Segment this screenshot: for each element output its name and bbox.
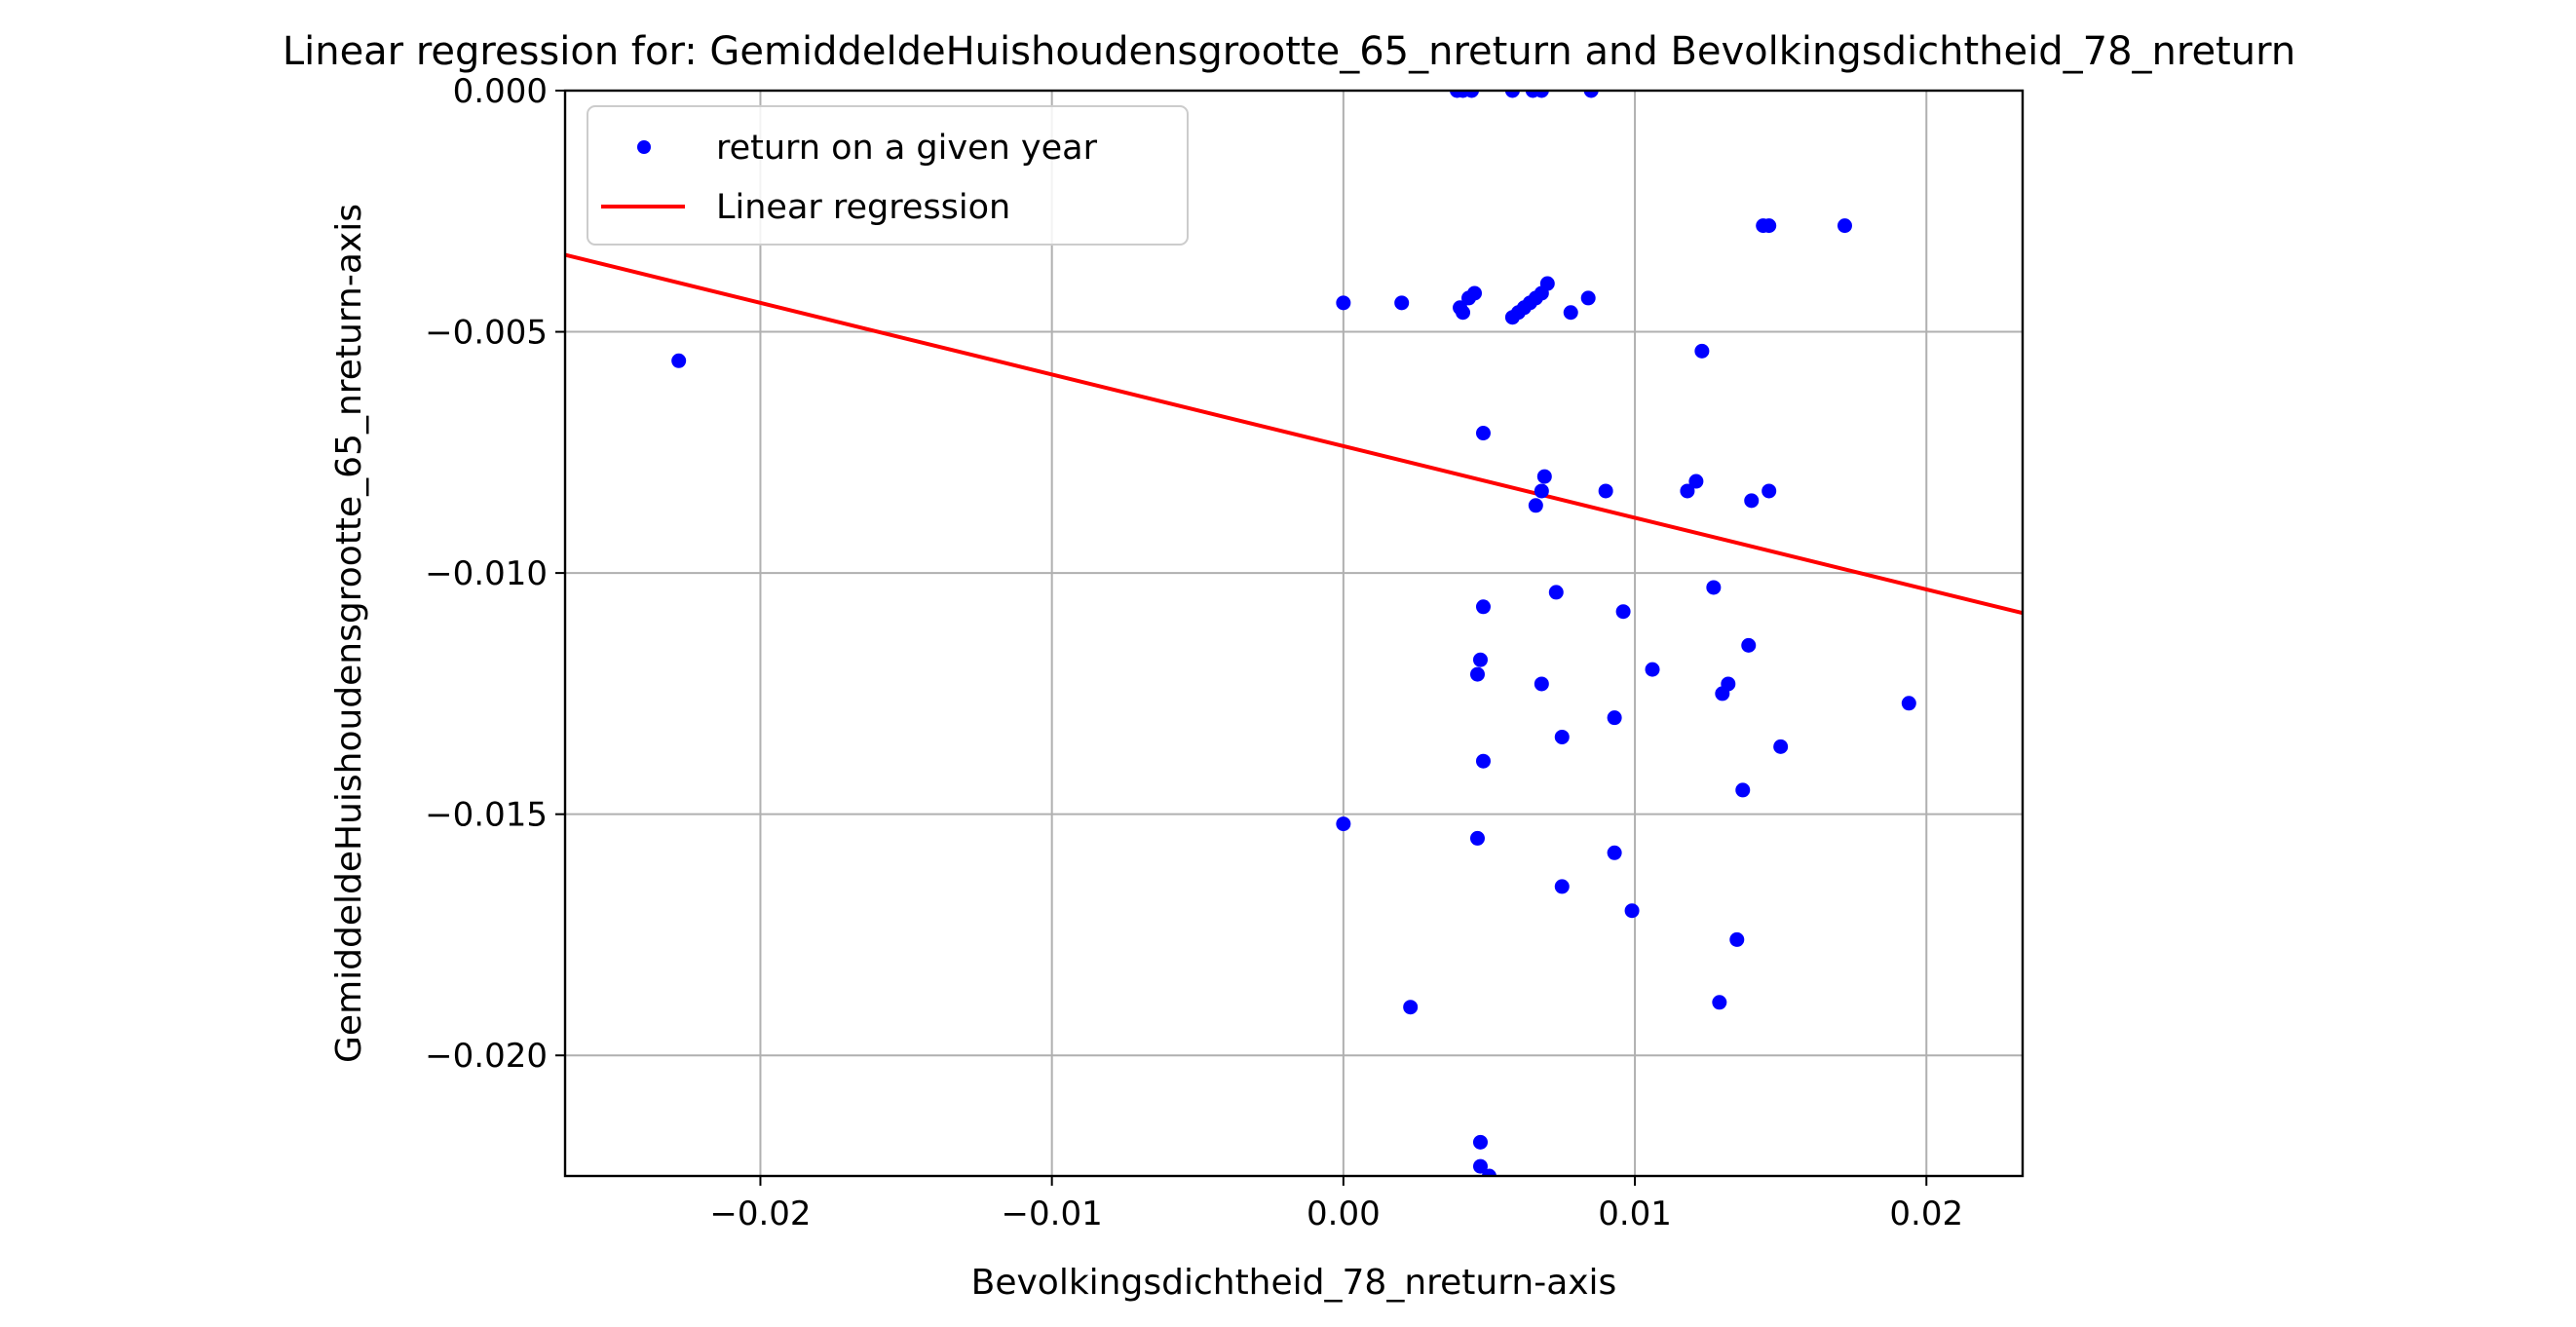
x-tick-label: −0.02 — [709, 1194, 811, 1233]
x-axis-label: Bevolkingsdichtheid_78_nreturn-axis — [971, 1263, 1617, 1303]
data-point — [1534, 676, 1549, 692]
data-point — [1528, 498, 1543, 513]
data-point — [1336, 295, 1351, 311]
data-point — [1624, 903, 1640, 919]
chart-title: Linear regression for: GemiddeldeHuishou… — [283, 29, 2295, 74]
x-tick-label: 0.02 — [1889, 1194, 1963, 1233]
data-point — [1504, 91, 1520, 98]
data-point — [1394, 295, 1410, 311]
y-tick-label: −0.020 — [425, 1037, 548, 1076]
data-point — [1680, 483, 1695, 499]
data-point — [1694, 343, 1710, 359]
data-point — [1762, 483, 1777, 499]
y-tick-label: −0.010 — [425, 554, 548, 593]
scatter-points — [671, 91, 1916, 1176]
legend-label-scatter: return on a given year — [716, 129, 1098, 168]
y-tick-label: −0.015 — [425, 796, 548, 835]
data-point — [1688, 474, 1704, 489]
x-tick-label: 0.01 — [1598, 1194, 1672, 1233]
data-point — [1712, 995, 1727, 1010]
data-point — [1607, 710, 1622, 726]
data-point — [1469, 666, 1485, 682]
legend: return on a given year Linear regression — [587, 105, 1189, 246]
data-point — [1472, 652, 1488, 667]
data-point — [1403, 1000, 1419, 1015]
y-axis-ticks: 0.000 −0.005 −0.010 −0.015 −0.020 — [425, 72, 565, 1076]
data-point — [1706, 580, 1722, 595]
axes-frame — [563, 89, 2025, 1178]
data-point — [1837, 218, 1852, 234]
data-point — [1464, 91, 1480, 98]
data-point — [1607, 845, 1622, 860]
data-point — [1536, 469, 1552, 484]
data-point — [1901, 696, 1916, 711]
data-point — [1715, 686, 1730, 701]
data-point — [1554, 729, 1570, 744]
data-point — [1735, 782, 1751, 798]
data-point — [1615, 604, 1631, 620]
y-tick-label: 0.000 — [453, 72, 548, 111]
data-point — [1741, 637, 1757, 653]
data-point — [671, 353, 687, 368]
data-point — [1583, 91, 1599, 98]
legend-scatter-marker — [637, 140, 651, 154]
data-point — [1729, 931, 1745, 947]
data-point — [1539, 276, 1555, 291]
y-axis-label: GemiddeldeHuishoudensgrootte_65_nreturn-… — [329, 204, 369, 1063]
data-point — [1773, 739, 1789, 754]
data-point — [1472, 1158, 1488, 1174]
data-point — [1475, 753, 1491, 769]
plot-area — [565, 91, 2023, 1176]
data-point — [1645, 662, 1660, 677]
data-point — [1744, 493, 1760, 509]
data-point — [1472, 1134, 1488, 1150]
data-point — [1762, 218, 1777, 234]
data-point — [1534, 483, 1549, 499]
legend-label-regression: Linear regression — [716, 188, 1010, 227]
data-point — [1580, 290, 1596, 306]
data-point — [1467, 285, 1483, 301]
data-point — [1481, 1168, 1496, 1176]
x-tick-label: 0.00 — [1307, 1194, 1381, 1233]
data-point — [1336, 816, 1351, 832]
data-point — [1563, 305, 1578, 321]
regression-line — [564, 252, 2024, 616]
regression-line-layer — [564, 252, 2024, 616]
data-point — [1456, 305, 1471, 321]
data-point — [1534, 91, 1549, 98]
data-point — [1598, 483, 1613, 499]
x-axis-ticks: −0.02 −0.01 0.00 0.01 0.02 — [709, 1176, 1963, 1233]
y-tick-label: −0.005 — [425, 314, 548, 353]
data-point — [1548, 585, 1564, 600]
data-point — [1475, 426, 1491, 441]
data-point — [1469, 830, 1485, 846]
data-point — [1554, 879, 1570, 894]
x-tick-label: −0.01 — [1002, 1194, 1103, 1233]
legend-box — [587, 105, 1189, 246]
data-point — [1475, 599, 1491, 615]
